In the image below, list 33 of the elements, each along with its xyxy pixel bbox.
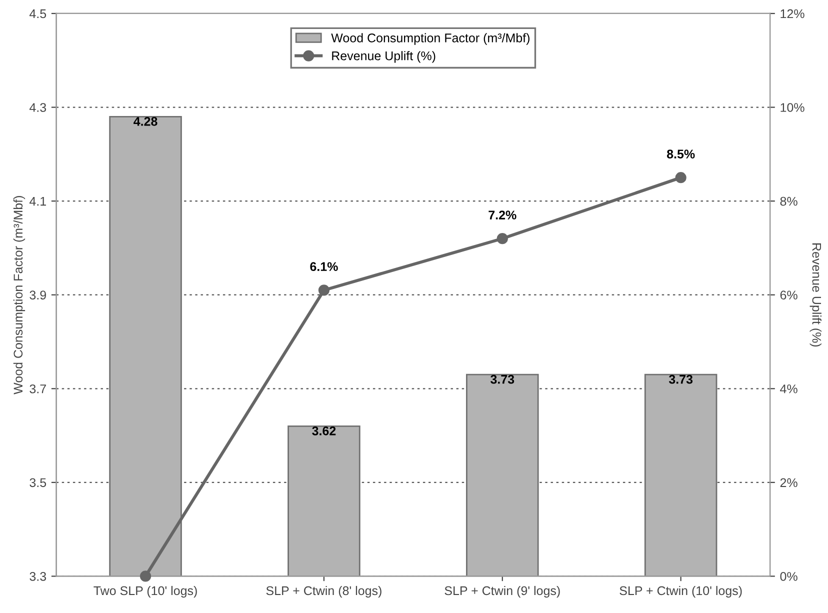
data-label: 4.28 (134, 116, 158, 126)
y-axis-title: Wood Consumption Factor (m³/Mbf) (13, 196, 26, 394)
x-tick-label: SLP + Ctwin (8' logs) (266, 586, 382, 598)
y2-axis-title: Revenue Uplift (%) (810, 243, 822, 347)
y2-tick-label: 4% (780, 384, 798, 394)
data-label: 7.2% (488, 210, 516, 220)
y-tick-label: 3.5 (30, 478, 46, 488)
point (675, 172, 686, 184)
y2-tick-label: 0% (780, 572, 798, 581)
y2-tick-label: 6% (780, 290, 798, 300)
legend-label: Revenue Uplift (%) (332, 51, 436, 63)
y2-tick-label: 8% (780, 196, 798, 206)
y2-tick-label: 12% (780, 9, 804, 18)
legend-label: Wood Consumption Factor (m³/Mbf) (331, 33, 530, 45)
point (140, 570, 152, 582)
point (496, 233, 508, 244)
point (318, 284, 330, 296)
y2-tick-label: 2% (780, 478, 798, 488)
x-tick-label: Two SLP (10' logs) (94, 586, 197, 598)
data-label: 6.1% (310, 262, 338, 272)
y-tick-label: 3.7 (30, 384, 46, 394)
y-tick-label: 4.5 (29, 9, 46, 18)
y-tick-label: 3.3 (30, 572, 46, 581)
data-label: 8.5% (666, 150, 695, 158)
x-tick-label: SLP + Ctwin (9' logs) (444, 586, 560, 598)
data-label: 3.73 (490, 374, 514, 384)
y-tick-label: 3.9 (30, 290, 46, 300)
data-label: 3.62 (312, 426, 336, 436)
data-label: 3.73 (668, 374, 693, 384)
x-tick-label: SLP + Ctwin (10' logs) (620, 586, 742, 598)
y-tick-label: 4.1 (29, 196, 46, 206)
y2-tick-label: 10% (780, 103, 804, 112)
y-tick-label: 4.3 (29, 103, 46, 112)
